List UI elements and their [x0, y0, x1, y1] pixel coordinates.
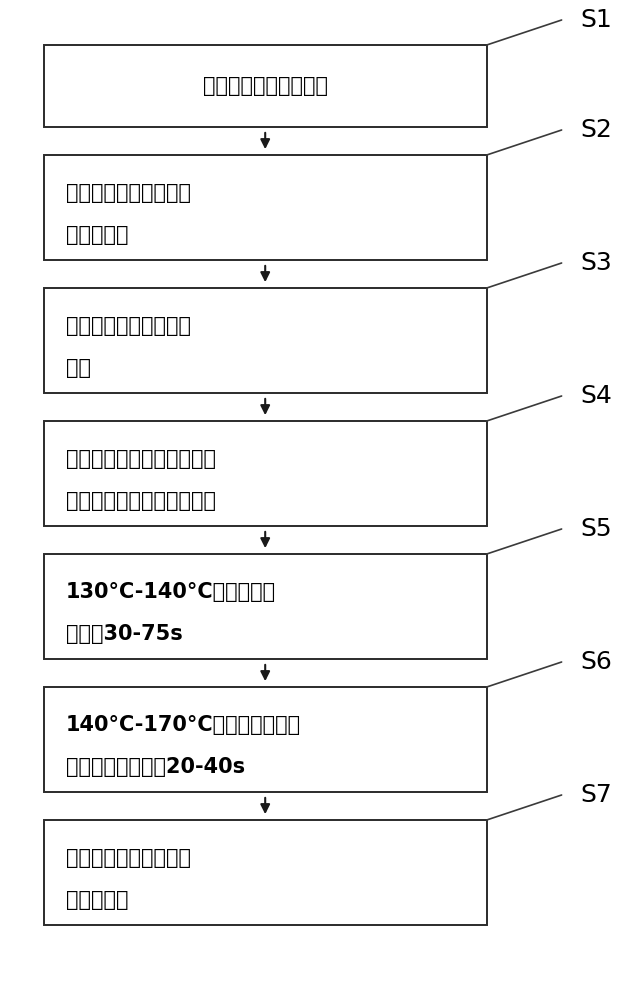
- Bar: [44, 155, 487, 260]
- Text: 绝缘片加入热塑性保护套中: 绝缘片加入热塑性保护套中: [66, 491, 216, 511]
- Text: S3: S3: [580, 251, 612, 275]
- Text: S7: S7: [580, 783, 612, 807]
- Text: 板激光焊接: 板激光焊接: [66, 890, 129, 910]
- Bar: [44, 820, 487, 925]
- Text: S1: S1: [580, 8, 612, 32]
- Bar: [44, 554, 487, 659]
- Bar: [44, 45, 487, 127]
- Text: S5: S5: [580, 517, 612, 541]
- Bar: [44, 687, 487, 792]
- Text: S2: S2: [580, 118, 612, 142]
- Text: 底部局部分别加热20-40s: 底部局部分别加热20-40s: [66, 757, 245, 777]
- Text: S4: S4: [580, 384, 612, 408]
- Text: 性保护套中: 性保护套中: [66, 225, 129, 245]
- Text: 体加热30-75s: 体加热30-75s: [66, 624, 183, 644]
- Text: 140°C-170°C对保护套顶部、: 140°C-170°C对保护套顶部、: [66, 715, 301, 735]
- Text: 将极组放入热塑性保护: 将极组放入热塑性保护: [66, 316, 191, 336]
- Text: 将内部云母片加入热塑: 将内部云母片加入热塑: [66, 183, 191, 203]
- Bar: [44, 421, 487, 526]
- Text: 将卷绕裸电芯进行热压: 将卷绕裸电芯进行热压: [203, 76, 328, 96]
- Text: S6: S6: [580, 650, 612, 674]
- Text: 130°C-140°C对保护套整: 130°C-140°C对保护套整: [66, 582, 276, 602]
- Text: 套中: 套中: [66, 358, 91, 378]
- Text: 极组入壳，壳体与顶盖: 极组入壳，壳体与顶盖: [66, 848, 191, 868]
- Bar: [44, 288, 487, 393]
- Text: 将顶部云母片、底部高导热: 将顶部云母片、底部高导热: [66, 449, 216, 469]
